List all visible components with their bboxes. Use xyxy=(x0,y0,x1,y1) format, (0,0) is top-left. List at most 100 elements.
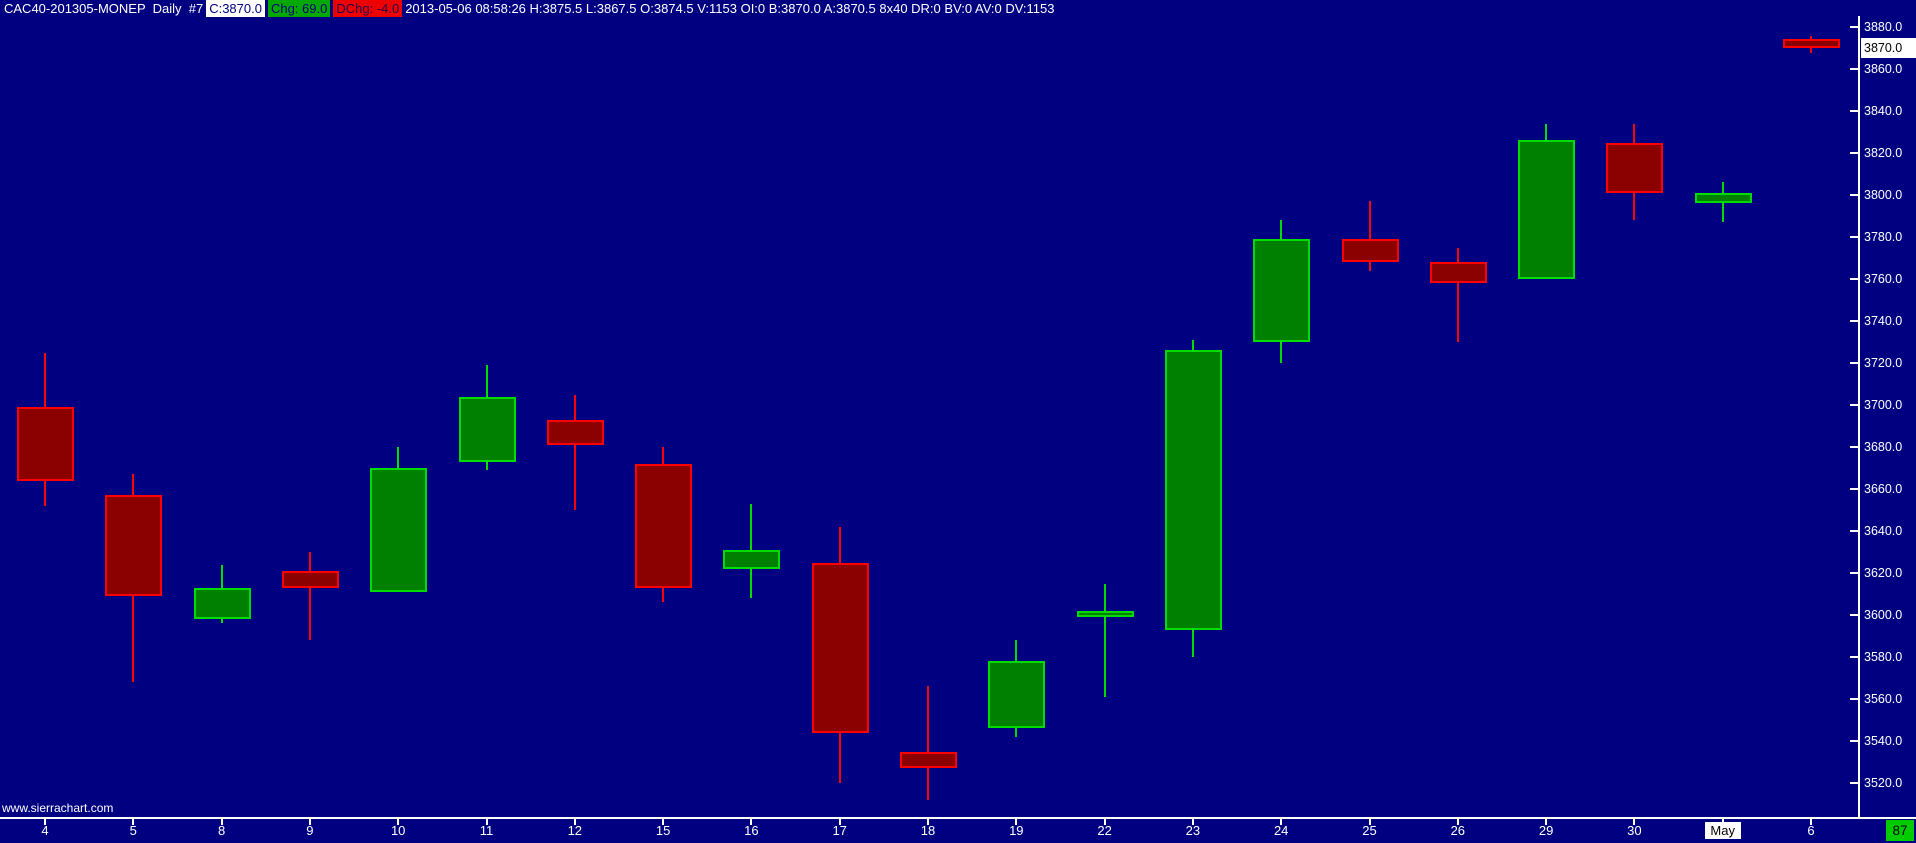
price-tick xyxy=(1850,278,1859,280)
candle-body xyxy=(1694,192,1752,204)
date-label-18: 18 xyxy=(920,823,936,838)
candle-body xyxy=(988,661,1046,729)
price-tick xyxy=(1850,446,1859,448)
date-axis-line xyxy=(0,817,1916,819)
date-label-25: 25 xyxy=(1362,823,1377,838)
price-tick-label: 3840.0 xyxy=(1864,104,1903,118)
date-tick xyxy=(132,819,135,825)
price-tick xyxy=(1850,68,1859,70)
date-tick xyxy=(1368,819,1371,825)
date-label-8: 8 xyxy=(217,823,226,838)
date-label-11: 11 xyxy=(479,823,494,838)
date-label-10: 10 xyxy=(390,823,406,838)
date-tick xyxy=(573,819,576,825)
chart-plot-area[interactable] xyxy=(0,16,1858,817)
date-tick xyxy=(220,819,223,825)
price-tick-label: 3640.0 xyxy=(1864,524,1903,538)
candle-wick xyxy=(573,394,576,510)
price-tick-label: 3580.0 xyxy=(1864,650,1903,664)
date-tick xyxy=(1633,819,1636,825)
date-tick xyxy=(1545,819,1548,825)
date-label-30: 30 xyxy=(1627,823,1642,838)
price-tick-label: 3680.0 xyxy=(1864,440,1903,454)
price-tick-label: 3820.0 xyxy=(1864,146,1903,160)
candle-body xyxy=(900,751,957,769)
candle-body xyxy=(1341,239,1399,263)
price-tick-label: 3740.0 xyxy=(1864,314,1903,328)
date-tick xyxy=(838,819,841,825)
price-tick xyxy=(1850,26,1859,28)
date-label-4: 4 xyxy=(41,823,49,838)
date-tick xyxy=(1456,819,1459,825)
candle-body xyxy=(1518,140,1576,279)
change-value: Chg: 69.0 xyxy=(267,0,331,17)
price-tick-label: 3600.0 xyxy=(1864,608,1903,622)
last-close-value: C:3870.0 xyxy=(206,0,265,17)
price-tick-label: 3520.0 xyxy=(1864,776,1903,790)
candle-body xyxy=(1606,142,1664,193)
candle-wick xyxy=(1368,201,1371,271)
candle-body xyxy=(1076,610,1134,618)
candle-body xyxy=(1164,350,1222,630)
price-tick-label: 3860.0 xyxy=(1864,62,1903,76)
candle-body xyxy=(1253,239,1311,342)
date-label-19: 19 xyxy=(1009,823,1024,838)
sierrachart-watermark: www.sierrachart.com xyxy=(2,801,114,815)
candle-body xyxy=(1783,38,1840,48)
price-tick xyxy=(1850,404,1859,406)
price-tick xyxy=(1850,782,1859,784)
date-label-15: 15 xyxy=(655,823,671,838)
price-tick xyxy=(1850,488,1859,490)
candle-wick xyxy=(927,686,929,800)
date-label-22: 22 xyxy=(1097,823,1112,838)
price-tick-label: 3880.0 xyxy=(1864,20,1903,34)
date-tick xyxy=(750,819,753,825)
date-tick xyxy=(1191,819,1194,825)
date-label-17: 17 xyxy=(832,823,847,838)
candle-body xyxy=(1429,262,1487,284)
last-price-tag: 3870.0 xyxy=(1861,38,1916,58)
price-tick-label: 3660.0 xyxy=(1864,482,1903,496)
candle-body xyxy=(546,419,604,445)
candle-body xyxy=(17,407,74,481)
price-tick xyxy=(1850,656,1859,658)
price-tick xyxy=(1850,362,1859,364)
candle-body xyxy=(635,463,693,588)
price-tick xyxy=(1850,572,1859,574)
date-label-12: 12 xyxy=(567,823,583,838)
date-tick xyxy=(308,819,311,825)
price-axis-line xyxy=(1858,16,1860,817)
price-tick-label: 3780.0 xyxy=(1864,230,1903,244)
price-tick-label: 3700.0 xyxy=(1864,398,1903,412)
date-tick xyxy=(1015,819,1018,825)
date-label-5: 5 xyxy=(129,823,137,838)
candle-body xyxy=(723,549,781,569)
price-tick-label: 3760.0 xyxy=(1864,272,1903,286)
daily-change-value: DChg: -4.0 xyxy=(333,0,403,17)
price-tick xyxy=(1850,530,1859,532)
price-tick xyxy=(1850,740,1859,742)
date-label-May: May xyxy=(1704,822,1741,839)
candle-body xyxy=(193,587,251,620)
price-tick xyxy=(1850,194,1859,196)
price-tick xyxy=(1850,236,1859,238)
symbol-period-label: CAC40-201305-MONEP Daily #7 xyxy=(4,1,204,16)
price-tick-label: 3620.0 xyxy=(1864,566,1903,580)
date-label-9: 9 xyxy=(306,823,314,838)
date-tick xyxy=(44,819,46,825)
price-tick-label: 3720.0 xyxy=(1864,356,1903,370)
candle-body xyxy=(458,396,516,462)
candle-body xyxy=(281,570,339,588)
price-tick xyxy=(1850,614,1859,616)
date-label-24: 24 xyxy=(1273,823,1289,838)
date-label-16: 16 xyxy=(744,823,759,838)
price-tick xyxy=(1850,320,1859,322)
date-tick xyxy=(1810,819,1812,825)
candle-wick xyxy=(1103,583,1106,697)
date-label-29: 29 xyxy=(1538,823,1554,838)
candle-body xyxy=(105,495,163,597)
date-label-6: 6 xyxy=(1807,823,1815,838)
price-tick xyxy=(1850,110,1859,112)
status-badge: 87 xyxy=(1886,820,1914,841)
date-tick xyxy=(485,819,488,825)
